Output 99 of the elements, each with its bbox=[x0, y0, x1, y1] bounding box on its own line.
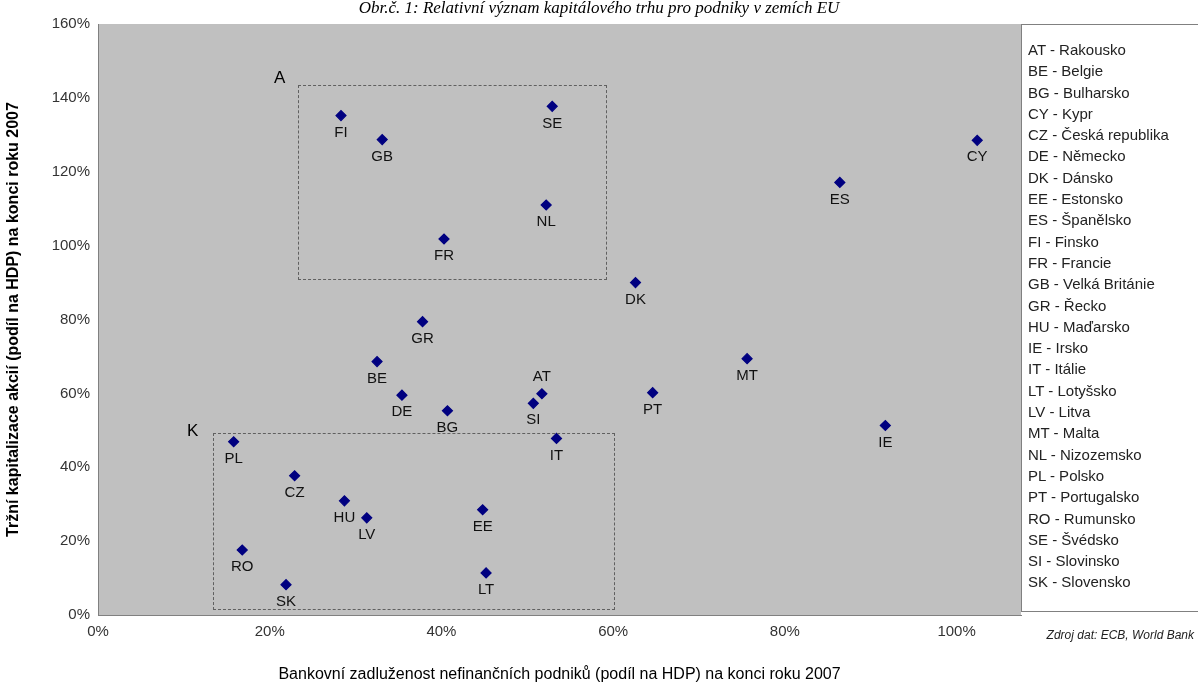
series-label: DE bbox=[391, 402, 413, 420]
point bbox=[546, 100, 558, 112]
text: GB - Velká Británie bbox=[1028, 274, 1156, 295]
point bbox=[236, 544, 248, 556]
y-tick-label: 160% bbox=[51, 14, 90, 32]
y-tick-label: 60% bbox=[59, 383, 90, 401]
annotation: K bbox=[187, 421, 199, 440]
x-axis-title: Bankovní zadluženost nefinančních podniků (podíl na HDP) na konci roku 2007 bbox=[278, 664, 841, 682]
chart-title: Obr.č. 1: Relativní význam kapitálového trhu pro podniky v zemích EU bbox=[358, 0, 840, 17]
text: RO - Rumunsko bbox=[1028, 508, 1137, 529]
point bbox=[629, 276, 642, 289]
x-tick-label: 60% bbox=[598, 622, 629, 640]
y-tick-label: 20% bbox=[59, 531, 90, 549]
series-label: IT bbox=[549, 445, 564, 463]
text: PT - Portugalsko bbox=[1028, 487, 1141, 508]
point bbox=[540, 199, 552, 211]
text: LV - Litva bbox=[1028, 402, 1092, 423]
series-label: FR bbox=[434, 246, 455, 264]
series-label: PL bbox=[224, 448, 243, 466]
series-label: SK bbox=[276, 591, 297, 609]
point bbox=[527, 397, 539, 409]
text: EE - Estonsko bbox=[1028, 189, 1125, 210]
text: CZ - Česká republika bbox=[1028, 125, 1170, 146]
text: MT - Malta bbox=[1028, 423, 1101, 444]
x-tick-label: 20% bbox=[254, 622, 285, 640]
series-label: GR bbox=[411, 328, 434, 346]
text: IT - Itálie bbox=[1028, 359, 1088, 380]
point bbox=[550, 432, 563, 445]
series-label: GB bbox=[371, 146, 394, 164]
series-label: BE bbox=[367, 368, 388, 386]
series-label: AT bbox=[532, 366, 551, 384]
point bbox=[396, 389, 408, 401]
series-label: IE bbox=[878, 432, 893, 450]
point bbox=[647, 387, 659, 399]
point bbox=[480, 567, 492, 579]
text: CY - Kypr bbox=[1028, 103, 1094, 124]
text: IE - Irsko bbox=[1028, 338, 1089, 359]
point bbox=[361, 512, 373, 524]
x-tick-label: 0% bbox=[87, 622, 109, 640]
text: SE - Švédsko bbox=[1028, 529, 1120, 550]
series-label: ES bbox=[829, 189, 850, 207]
y-axis-title: Tržní kapitalizace akcií (podíl na HDP) na konci roku 2007 bbox=[4, 102, 22, 537]
y-tick-label: 140% bbox=[51, 88, 90, 106]
point bbox=[280, 579, 292, 591]
text: BG - Bulharsko bbox=[1028, 82, 1131, 103]
series-label: PT bbox=[643, 399, 663, 417]
text: DK - Dánsko bbox=[1028, 167, 1115, 188]
series-label: BG bbox=[436, 417, 459, 435]
point bbox=[376, 134, 388, 146]
point bbox=[438, 233, 450, 245]
x-tick-label: 80% bbox=[769, 622, 800, 640]
annotation: A bbox=[274, 68, 286, 87]
series-label: CZ bbox=[284, 482, 305, 500]
series-label: DK bbox=[625, 289, 646, 307]
text: FI - Finsko bbox=[1028, 231, 1100, 252]
series-label: LT bbox=[477, 580, 495, 598]
point bbox=[338, 495, 351, 507]
text: BE - Belgie bbox=[1028, 61, 1105, 82]
text: AT - Rakousko bbox=[1028, 40, 1127, 60]
text: ES - Španělsko bbox=[1028, 210, 1133, 231]
x-tick-label: 100% bbox=[937, 622, 976, 640]
text: Zdroj dat: ECB, World Bank bbox=[1046, 628, 1194, 642]
series-label: EE bbox=[472, 516, 493, 534]
text: HU - Maďarsko bbox=[1028, 316, 1131, 337]
point bbox=[834, 176, 846, 189]
point bbox=[371, 356, 383, 368]
text: FR - Francie bbox=[1028, 252, 1113, 273]
y-tick-label: 100% bbox=[51, 235, 90, 253]
point bbox=[879, 419, 891, 432]
series-label: LV bbox=[358, 524, 376, 542]
point bbox=[289, 470, 301, 482]
series-label: NL bbox=[536, 212, 556, 230]
text: PL - Polsko bbox=[1028, 465, 1106, 486]
series-label: SE bbox=[542, 113, 563, 131]
point bbox=[536, 388, 548, 400]
point bbox=[971, 134, 983, 146]
series-label: CY bbox=[966, 147, 988, 165]
series-label: HU bbox=[333, 508, 356, 525]
point bbox=[741, 353, 753, 365]
point bbox=[335, 110, 347, 122]
y-tick-label: 0% bbox=[68, 605, 90, 623]
text: SK - Slovensko bbox=[1028, 572, 1132, 593]
text: LT - Lotyšsko bbox=[1028, 380, 1118, 401]
text: GR - Řecko bbox=[1028, 295, 1108, 316]
point bbox=[477, 504, 489, 516]
x-tick-label: 40% bbox=[426, 622, 457, 640]
point bbox=[416, 316, 429, 328]
text: DE - Německo bbox=[1028, 146, 1127, 167]
point bbox=[228, 436, 240, 448]
text: NL - Nizozemsko bbox=[1028, 444, 1143, 465]
series-label: RO bbox=[231, 557, 254, 575]
series-label: FI bbox=[334, 122, 348, 140]
series-label: SI bbox=[526, 410, 541, 428]
y-tick-label: 120% bbox=[51, 161, 90, 179]
text: SI - Slovinsko bbox=[1028, 551, 1121, 572]
point bbox=[441, 405, 454, 417]
series-label: MT bbox=[736, 365, 758, 383]
y-tick-label: 80% bbox=[59, 309, 90, 327]
y-tick-label: 40% bbox=[59, 457, 90, 475]
